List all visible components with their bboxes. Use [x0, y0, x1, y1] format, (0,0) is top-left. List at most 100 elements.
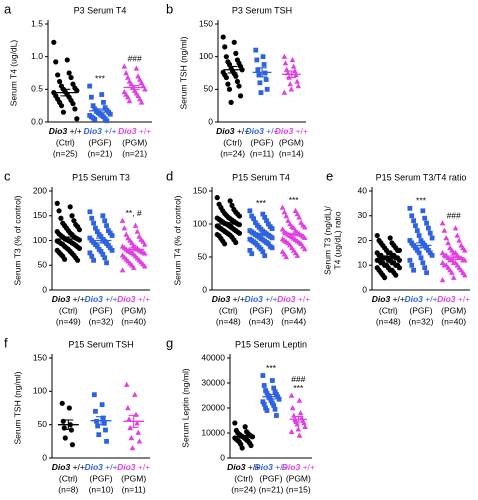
group-n: (n=8)	[58, 484, 78, 494]
group-n: (n=11)	[122, 484, 146, 494]
data-point	[301, 420, 307, 426]
genotype-label: +/+	[275, 462, 287, 472]
data-point	[60, 109, 67, 115]
category-label: Dio3 +/+	[244, 294, 277, 304]
y-tick-label: 40000	[201, 352, 225, 362]
category-label: Dio3 +/+	[282, 462, 315, 472]
category-label: Dio3 +/+	[437, 294, 470, 304]
data-point	[74, 116, 80, 122]
y-tick-label: 100	[199, 51, 213, 61]
data-point	[223, 74, 229, 81]
gene-label: Dio3	[372, 294, 391, 304]
y-tick-label: 200	[33, 185, 47, 195]
data-point	[251, 216, 256, 222]
data-point	[396, 257, 403, 263]
data-point	[62, 256, 68, 262]
data-point	[102, 218, 108, 224]
data-point	[69, 213, 75, 219]
data-point	[281, 89, 288, 95]
data-point	[138, 99, 145, 105]
y-tick-label: 50	[204, 84, 214, 94]
y-tick-label: 40	[358, 185, 368, 195]
data-point	[69, 442, 76, 448]
y-tick-label: 0	[362, 284, 367, 294]
error-bar	[95, 108, 105, 114]
data-point	[271, 385, 277, 391]
category-label: Dio3 +/+	[84, 294, 117, 304]
data-point	[124, 94, 131, 100]
y-tick-label: 30000	[201, 377, 225, 387]
group-tag: (PGF)	[89, 473, 112, 483]
data-point	[132, 391, 138, 397]
data-point	[68, 427, 74, 433]
group-n: (n=25)	[53, 148, 78, 158]
group-tag: (Ctrl)	[59, 473, 78, 483]
panel-letter: e	[326, 168, 333, 183]
data-point	[296, 214, 303, 220]
category-label: Dio3 +/+	[212, 294, 245, 304]
gene-label: Dio3	[118, 126, 137, 136]
genotype-label: +/+	[237, 126, 249, 136]
data-point	[260, 373, 266, 378]
data-point	[87, 250, 93, 256]
data-point	[260, 54, 266, 60]
significance-label: ###	[447, 210, 461, 220]
data-point	[227, 198, 233, 204]
group-tag: (PGM)	[122, 137, 147, 147]
data-point	[420, 260, 426, 266]
data-point	[236, 222, 243, 228]
data-point	[254, 57, 260, 63]
group-n: (n=40)	[121, 316, 146, 326]
chart-title: P15 Serum T3	[72, 172, 130, 182]
data-point	[253, 220, 258, 226]
group-tag: (PGM)	[121, 305, 146, 315]
data-point	[236, 213, 243, 219]
genotype-label: +/+	[425, 294, 437, 304]
data-point	[456, 237, 463, 243]
data-point	[407, 257, 413, 263]
significance-label: ***	[266, 363, 277, 373]
error-bar	[60, 88, 71, 97]
data-point	[268, 398, 274, 403]
data-point	[70, 101, 76, 107]
significance-label: ***	[95, 73, 106, 83]
data-point	[288, 392, 295, 398]
panel-letter: g	[166, 335, 173, 350]
data-point	[407, 238, 413, 243]
y-axis-label: Serum T4 (% of control)	[172, 195, 182, 285]
genotype-label: +/+	[393, 294, 405, 304]
y-tick-label: 0.5	[31, 84, 43, 94]
panel-letter: b	[166, 1, 173, 16]
data-point	[123, 381, 130, 387]
data-point	[123, 231, 130, 237]
group-tag: (PGM)	[286, 473, 311, 483]
y-axis-label: Serum T3 (ng/dL)/	[322, 205, 332, 274]
data-point	[450, 274, 457, 280]
group-tag: (PGM)	[279, 137, 304, 147]
data-point	[454, 232, 461, 238]
data-point	[222, 44, 228, 50]
gene-label: Dio3	[212, 294, 231, 304]
data-point	[295, 426, 302, 432]
data-point	[99, 92, 105, 97]
data-point	[91, 257, 96, 263]
data-point	[121, 63, 128, 69]
data-point	[226, 61, 233, 68]
category-label: Dio3 +/+	[277, 294, 310, 304]
genotype-label: +/+	[296, 126, 308, 136]
gene-label: Dio3	[117, 294, 136, 304]
data-point	[260, 249, 266, 255]
data-point	[461, 272, 468, 278]
group-tag: (PGF)	[409, 305, 432, 315]
data-point	[441, 227, 448, 233]
group-tag: (Ctrl)	[379, 305, 398, 315]
data-point	[289, 405, 296, 411]
data-point	[255, 67, 261, 73]
data-point	[124, 74, 131, 80]
data-point	[269, 400, 275, 406]
data-point	[104, 223, 109, 229]
data-point	[107, 245, 113, 251]
data-point	[269, 378, 275, 383]
data-point	[426, 248, 431, 253]
panel-letter: a	[4, 1, 12, 16]
